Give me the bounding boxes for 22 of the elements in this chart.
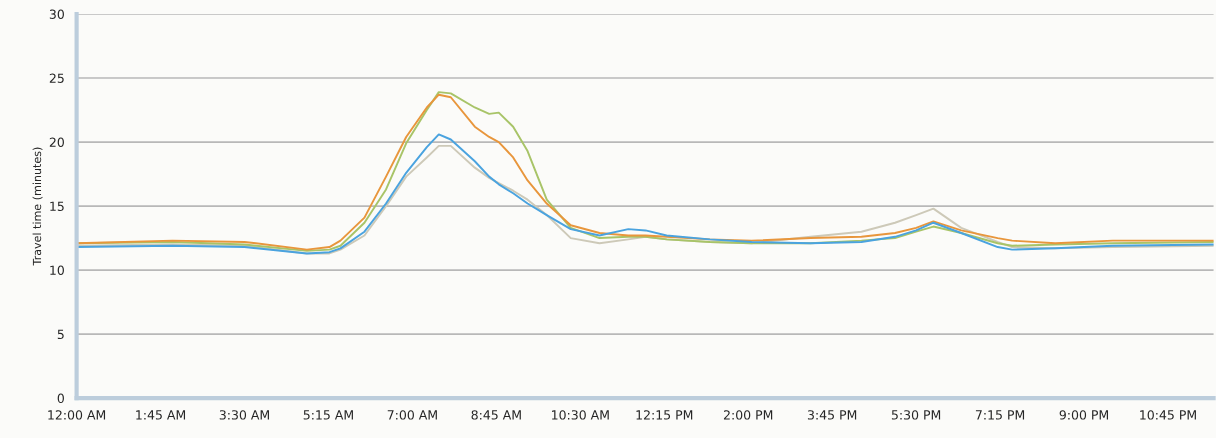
y-tick-label: 15 [50,201,64,212]
x-tick-label: 12:15 PM [636,410,693,420]
y-tick-label: 25 [49,73,64,83]
x-tick-label: 7:00 AM [387,410,437,420]
x-tick-label: 5:15 AM [303,410,353,420]
x-tick-label: 10:30 AM [552,410,609,420]
x-tick-label: 3:45 PM [807,410,857,420]
x-tick-label: 10:45 PM [1140,410,1196,420]
y-tick-label: 0 [57,393,64,404]
x-tick-label: 3:30 AM [219,410,269,420]
x-tick-label: 9:00 PM [1059,410,1108,420]
x-tick-label: 5:30 PM [891,410,941,420]
x-tick-label: 12:00 AM [48,410,106,420]
x-tick-label: 1:45 AM [136,410,186,420]
y-tick-label: 10 [50,265,64,276]
y-tick-label: 30 [49,9,64,19]
x-tick-label: 7:15 PM [975,410,1025,420]
x-tick-label: 2:00 PM [723,410,773,420]
y-axis-title: Travel time (minutes) [32,147,43,266]
y-tick-label: 20 [49,137,64,147]
x-tick-label: 8:45 AM [471,410,521,420]
y-tick-label: 5 [57,329,64,340]
